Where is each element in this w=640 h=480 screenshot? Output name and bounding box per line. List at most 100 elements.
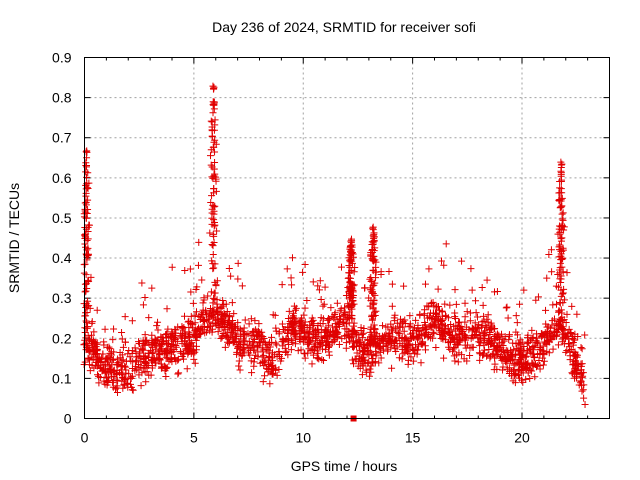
data-point (162, 373, 170, 381)
data-point (316, 277, 324, 285)
data-point (399, 350, 407, 358)
data-point (127, 375, 135, 383)
data-point (90, 337, 98, 345)
y-tick-label: 0 (64, 411, 72, 427)
data-point (551, 332, 559, 340)
data-point (272, 339, 280, 347)
data-point (288, 254, 296, 262)
data-point (198, 276, 206, 284)
data-point (315, 355, 323, 363)
data-point (367, 333, 375, 341)
data-point (113, 370, 121, 378)
data-point (385, 268, 393, 276)
data-point (526, 374, 534, 382)
data-point (162, 347, 170, 355)
data-point (387, 325, 395, 333)
data-point (519, 369, 527, 377)
data-point (210, 264, 218, 272)
data-point (166, 356, 174, 364)
data-point (246, 343, 254, 351)
data-point (475, 328, 483, 336)
data-point (95, 361, 103, 369)
plot-frame (84, 57, 610, 419)
data-point (558, 234, 566, 242)
data-point (418, 341, 426, 349)
data-point (470, 325, 478, 333)
data-point (405, 350, 413, 358)
data-point (210, 185, 218, 193)
data-point (211, 148, 219, 156)
data-point (168, 334, 176, 342)
data-point (181, 338, 189, 346)
data-point (131, 367, 139, 375)
data-point (434, 285, 442, 293)
data-point (154, 354, 162, 362)
data-point (209, 251, 217, 259)
data-point (553, 300, 561, 308)
data-point (393, 328, 401, 336)
data-point (180, 355, 188, 363)
data-point (444, 338, 452, 346)
data-point (429, 309, 437, 317)
data-point (366, 302, 374, 310)
data-point (398, 335, 406, 343)
data-point (320, 356, 328, 364)
data-point (211, 136, 219, 144)
data-point (369, 301, 377, 309)
data-point (430, 330, 438, 338)
data-point (503, 303, 511, 311)
data-point (193, 283, 201, 291)
data-point (144, 353, 152, 361)
data-point (87, 273, 95, 281)
data-point (461, 341, 469, 349)
data-point (369, 252, 377, 260)
data-point (554, 341, 562, 349)
data-point (511, 379, 519, 387)
data-point (333, 323, 341, 331)
data-point (573, 353, 581, 361)
data-point (327, 304, 335, 312)
data-point (343, 325, 351, 333)
data-point (291, 306, 299, 314)
data-point (221, 326, 229, 334)
data-point (86, 367, 94, 375)
data-point (423, 302, 431, 310)
data-point (181, 267, 189, 275)
data-point (285, 307, 293, 315)
data-point (184, 348, 192, 356)
data-point (556, 275, 564, 283)
data-point (208, 173, 216, 181)
data-point (406, 312, 414, 320)
data-point (181, 312, 189, 320)
data-point (536, 350, 544, 358)
data-point (529, 343, 537, 351)
data-point (114, 388, 122, 396)
data-point (164, 325, 172, 333)
data-point (324, 316, 332, 324)
data-point (195, 238, 203, 246)
data-point (82, 214, 90, 222)
data-point (461, 332, 469, 340)
data-point (440, 328, 448, 336)
data-point (387, 320, 395, 328)
data-point (287, 274, 295, 282)
data-point (455, 318, 463, 326)
data-point (208, 192, 216, 200)
data-point (478, 284, 486, 292)
data-point (404, 360, 412, 368)
data-point (268, 361, 276, 369)
data-point (82, 233, 90, 241)
data-point (309, 321, 317, 329)
data-point (406, 340, 414, 348)
data-point (153, 341, 161, 349)
data-point (368, 289, 376, 297)
data-point (429, 328, 437, 336)
data-point (310, 331, 318, 339)
data-point (236, 346, 244, 354)
data-point (481, 327, 489, 335)
data-point (548, 268, 556, 276)
data-point (317, 314, 325, 322)
data-point (145, 314, 153, 322)
data-point (175, 369, 183, 377)
data-point (553, 328, 561, 336)
